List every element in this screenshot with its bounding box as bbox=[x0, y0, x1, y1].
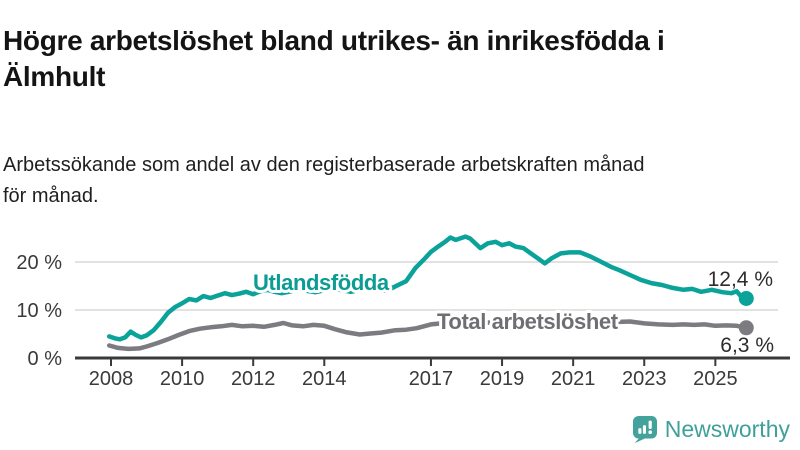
x-axis-tick-label: 2008 bbox=[89, 368, 134, 390]
x-axis-tick-label: 2021 bbox=[551, 368, 596, 390]
y-axis-tick-label: 10 % bbox=[16, 300, 62, 322]
y-axis-tick-label: 0 % bbox=[28, 348, 63, 370]
page-title-line1: Högre arbetslöshet bland utrikes- än inr… bbox=[3, 24, 665, 56]
y-axis-tick-label: 20 % bbox=[16, 252, 62, 274]
x-axis-tick-label: 2010 bbox=[160, 368, 205, 390]
x-axis-tick-label: 2025 bbox=[693, 368, 738, 390]
chart-subtitle-line1: Arbetssökande som andel av den registerb… bbox=[3, 154, 645, 176]
newsworthy-bubble-icon bbox=[632, 416, 657, 444]
series-line-0 bbox=[106, 234, 749, 342]
page-title-line2: Älmhult bbox=[3, 60, 106, 92]
page-title: Högre arbetslöshet bland utrikes- än inr… bbox=[3, 23, 795, 95]
series-end-value-1: 6,3 % bbox=[720, 334, 774, 357]
newsworthy-logo-text: Newsworthy bbox=[664, 416, 790, 442]
x-axis-tick-label: 2014 bbox=[302, 368, 347, 390]
newsworthy-logo: Newsworthy bbox=[632, 415, 790, 444]
series-label-0: Utlandsfödda bbox=[253, 270, 390, 295]
line-chart: 0 % 10 % 20 % Utlandsfödda Total arbetslöshe… bbox=[16, 234, 790, 390]
chart-subtitle: Arbetssökande som andel av den registerb… bbox=[3, 150, 743, 212]
series-end-dot-0 bbox=[738, 290, 754, 306]
chart-subtitle-line2: för månad. bbox=[3, 185, 99, 207]
series-end-value-0: 12,4 % bbox=[708, 268, 773, 291]
series-line-1 bbox=[106, 317, 749, 352]
series-end-dot-1 bbox=[738, 320, 754, 336]
x-axis-tick-label: 2023 bbox=[622, 368, 667, 390]
x-axis-tick-label: 2019 bbox=[480, 368, 525, 390]
x-axis-tick-label: 2017 bbox=[409, 368, 454, 390]
x-axis-tick-label: 2012 bbox=[231, 368, 276, 390]
series-label-1: Total arbetslöshet bbox=[437, 309, 619, 334]
